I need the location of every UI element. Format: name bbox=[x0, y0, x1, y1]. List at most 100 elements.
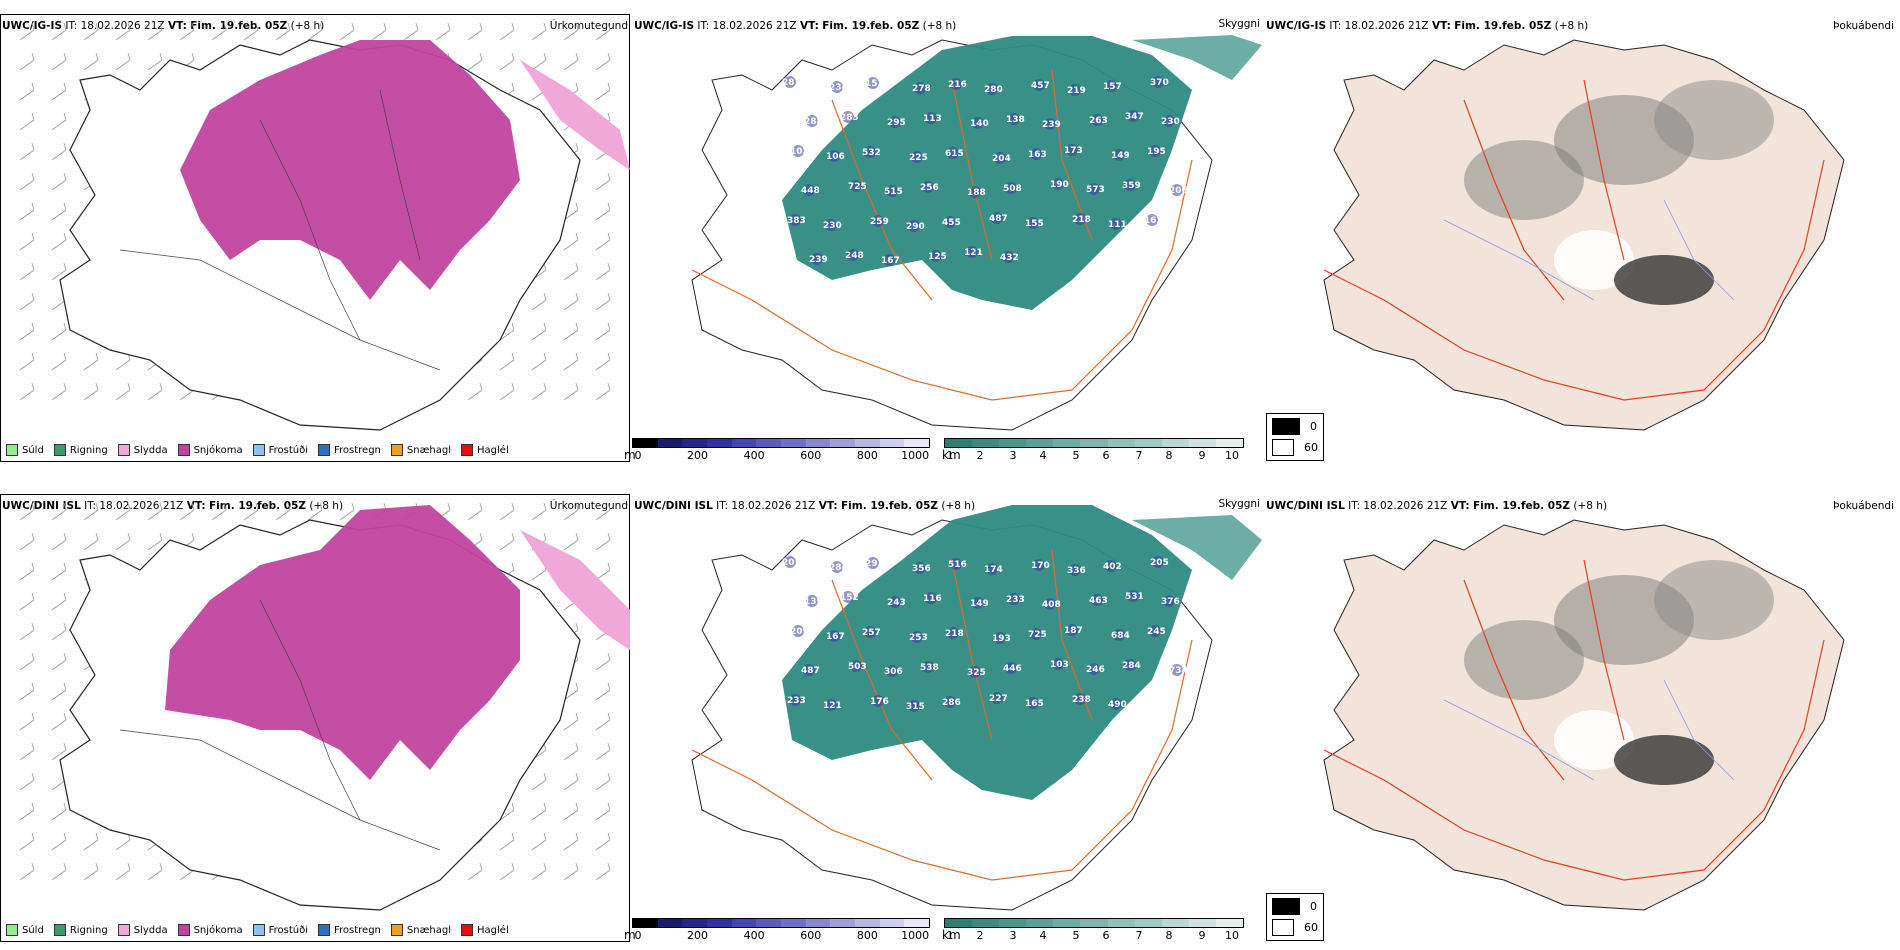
peak-marker bbox=[803, 184, 815, 196]
peak-marker bbox=[842, 591, 854, 603]
tick: 600 bbox=[800, 449, 822, 462]
wind-barb bbox=[19, 52, 35, 71]
peak-marker bbox=[944, 216, 956, 228]
peak-marker bbox=[1149, 625, 1161, 637]
m-scale-bar bbox=[632, 918, 930, 928]
peak-marker bbox=[1066, 624, 1078, 636]
precip-frame bbox=[0, 14, 630, 462]
tick: 3 bbox=[1009, 929, 1017, 942]
km-scale-ticks: 1 2 3 4 5 6 7 8 9 10 bbox=[944, 448, 1244, 462]
valid-label: VT: bbox=[799, 20, 819, 32]
peak-marker bbox=[828, 150, 840, 162]
wind-barb bbox=[531, 382, 547, 401]
wind-barb bbox=[531, 802, 547, 821]
wind-barb bbox=[307, 22, 323, 41]
legend-label: Frostregn bbox=[334, 444, 381, 456]
valid-time: Fim. 19.feb. 05Z bbox=[1454, 20, 1552, 32]
m-scale-ticks: 0 200 400 600 800 1000 bbox=[632, 928, 930, 942]
wind-barb bbox=[563, 802, 579, 821]
peak-marker bbox=[1171, 184, 1183, 196]
peak-marker bbox=[1052, 658, 1064, 670]
legend-item: Súld bbox=[6, 444, 44, 456]
wind-barb bbox=[51, 52, 67, 71]
wind-barb bbox=[595, 22, 611, 41]
wind-barb bbox=[83, 532, 99, 551]
peak-elevation-label: 284 bbox=[1122, 661, 1141, 671]
legend-item: Snjókoma bbox=[177, 444, 243, 456]
wind-barb bbox=[51, 172, 67, 191]
wind-barb bbox=[595, 652, 611, 671]
peak-marker bbox=[806, 595, 818, 607]
peak-marker bbox=[994, 632, 1006, 644]
tick: 200 bbox=[687, 449, 709, 462]
precip-frame bbox=[0, 494, 630, 942]
peak-elevation-label: 315 bbox=[906, 702, 925, 712]
valid-time: Fim. 19.feb. 05Z bbox=[1472, 500, 1571, 512]
peak-elevation-label: 573 bbox=[1086, 185, 1105, 195]
peak-marker bbox=[1110, 698, 1122, 710]
m-unit: m bbox=[624, 928, 636, 942]
tick: 2 bbox=[976, 449, 984, 462]
wind-barb bbox=[435, 22, 451, 41]
peak-marker bbox=[889, 596, 901, 608]
wind-barb bbox=[19, 832, 35, 851]
wind-barb bbox=[19, 802, 35, 821]
peak-elevation-label: 290 bbox=[906, 222, 925, 232]
peak-elevation-label: 188 bbox=[967, 188, 986, 198]
peak-elevation-label: 125 bbox=[928, 252, 947, 262]
peak-elevation-label: 225 bbox=[909, 153, 928, 163]
wind-barb bbox=[563, 382, 579, 401]
legend-label: Rigning bbox=[69, 444, 108, 456]
wind-barb bbox=[563, 52, 579, 71]
tick: 10 bbox=[1225, 449, 1239, 462]
wind-barb bbox=[531, 52, 547, 71]
wind-barb bbox=[51, 382, 67, 401]
panel-title-visibility: Skyggni bbox=[1218, 18, 1261, 30]
peak-elevation-label: 165 bbox=[1025, 699, 1044, 709]
peak-marker bbox=[1113, 149, 1125, 161]
peak-marker bbox=[986, 83, 998, 95]
fog-panel-1: UWC/IG-IS IT: 18.02.2026 21Z VT: Fim. 19… bbox=[1264, 0, 1900, 470]
wind-barb bbox=[51, 862, 67, 881]
legend-label: Frostregn bbox=[334, 924, 381, 936]
wind-barb bbox=[563, 292, 579, 311]
legend-swatch bbox=[318, 444, 330, 456]
wind-barb bbox=[595, 352, 611, 371]
wind-barb bbox=[51, 712, 67, 731]
wind-barb bbox=[595, 502, 611, 521]
peak-elevation-label: 245 bbox=[1147, 627, 1166, 637]
panel-header: UWC/IG-IS IT: 18.02.2026 21Z VT: Fim. 19… bbox=[2, 20, 324, 32]
peak-elevation-label: 216 bbox=[948, 80, 967, 90]
wind-barb bbox=[499, 22, 515, 41]
wind-barb bbox=[531, 832, 547, 851]
peak-marker bbox=[789, 694, 801, 706]
legend-label: Slydda bbox=[133, 444, 168, 456]
visibility-colorbar: 1 2 3 4 5 6 7 8 9 10 bbox=[944, 918, 1244, 942]
m-unit: m bbox=[624, 448, 636, 462]
fog-panel-2: UWC/DINI ISL IT: 18.02.2026 21Z VT: Fim.… bbox=[1264, 480, 1900, 950]
wind-barb bbox=[19, 172, 35, 191]
wind-barb bbox=[499, 802, 515, 821]
wind-barb bbox=[147, 22, 163, 41]
wind-barb bbox=[115, 22, 131, 41]
peak-elevation-label: 257 bbox=[862, 628, 881, 638]
valid-label: VT: bbox=[1431, 20, 1451, 32]
peak-marker bbox=[850, 180, 862, 192]
peak-elevation-label: 157 bbox=[1103, 82, 1122, 92]
peak-marker bbox=[947, 627, 959, 639]
peak-marker bbox=[1113, 629, 1125, 641]
peak-marker bbox=[789, 214, 801, 226]
peak-elevation-label: 173 bbox=[1064, 146, 1083, 156]
wind-barb bbox=[115, 832, 131, 851]
wind-barb bbox=[51, 502, 67, 521]
legend-label: Súld bbox=[22, 924, 44, 936]
peak-elevation-label: 230 bbox=[823, 221, 842, 231]
visibility-map: 287 234 153 278 216 280 457 219 157 370 288 283 295 1… bbox=[691, 35, 1262, 431]
peak-marker bbox=[908, 220, 920, 232]
peak-marker bbox=[883, 254, 895, 266]
peak-elevation-label: 256 bbox=[920, 183, 939, 193]
model-name: UWC/DINI ISL bbox=[634, 500, 713, 512]
wind-barb bbox=[531, 22, 547, 41]
peak-elevation-label: 246 bbox=[1086, 665, 1105, 675]
init-time: IT: 18.02.2026 21Z bbox=[716, 500, 816, 512]
